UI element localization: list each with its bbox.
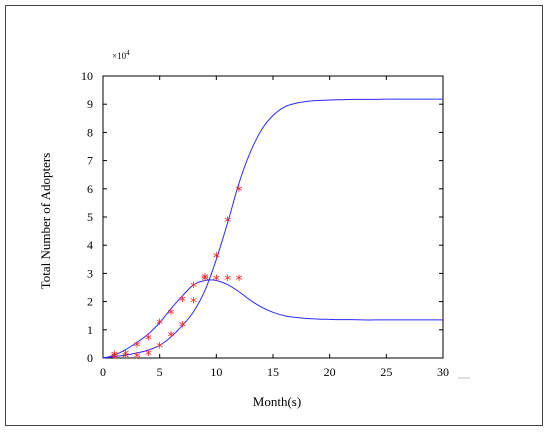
data-point-marker: * — [236, 184, 243, 200]
y-tick-label: 3 — [87, 266, 93, 280]
data-point-marker: * — [202, 273, 209, 289]
y-tick-label: 9 — [87, 97, 93, 111]
y-tick-label: 5 — [87, 210, 93, 224]
data-point-marker: * — [134, 351, 141, 367]
data-point-marker: * — [224, 273, 231, 289]
y-tick-label: 7 — [87, 154, 93, 168]
y-tick-label: 2 — [87, 295, 93, 309]
chart-frame: 0 5 10 15 20 25 30 0 1 2 3 4 5 6 7 8 9 10 * * * * * * * * * * * * * *… — [5, 5, 543, 426]
data-point-marker: * — [111, 351, 118, 367]
y-axis-label: Total Number of Adopters — [38, 153, 53, 290]
data-point-marker: * — [236, 273, 243, 289]
y-tick-label: 1 — [87, 323, 93, 337]
data-point-marker: * — [224, 215, 231, 231]
y-tick-label: 10 — [81, 69, 93, 83]
series-line-0 — [102, 98, 443, 359]
x-tick-label: 30 — [437, 365, 449, 379]
data-point-marker: * — [145, 332, 152, 348]
x-tick-label: 5 — [157, 365, 163, 379]
data-point-marker: * — [145, 348, 152, 364]
y-tick-label: 4 — [87, 238, 93, 252]
y-tick-label: 6 — [87, 182, 93, 196]
y-multiplier-label: ×104 — [112, 49, 130, 61]
data-point-marker: * — [156, 341, 163, 357]
x-axis-label: Month(s) — [253, 394, 301, 409]
x-tick-label: 0 — [100, 365, 106, 379]
plot-area-box — [102, 75, 444, 359]
x-tick-label: 20 — [324, 365, 336, 379]
data-point-marker: * — [134, 339, 141, 355]
data-point-marker: * — [168, 329, 175, 345]
x-tick-label: 10 — [210, 365, 222, 379]
data-point-marker: * — [122, 351, 129, 367]
series-line-1 — [102, 279, 443, 359]
data-point-marker: * — [111, 349, 118, 365]
data-point-marker: * — [190, 296, 197, 312]
data-point-marker: * — [179, 320, 186, 336]
x-tick-label: 25 — [380, 365, 392, 379]
y-tick-label: 8 — [87, 125, 93, 139]
data-point-marker: * — [156, 317, 163, 333]
data-point-marker: * — [213, 273, 220, 289]
data-point-marker: * — [213, 250, 220, 266]
data-point-marker: * — [202, 272, 209, 288]
x-tick-label: 15 — [267, 365, 279, 379]
data-point-marker: * — [179, 294, 186, 310]
data-point-marker: * — [168, 307, 175, 323]
data-point-marker: * — [122, 348, 129, 364]
data-point-marker: * — [190, 280, 197, 296]
y-tick-label: 0 — [87, 351, 93, 365]
